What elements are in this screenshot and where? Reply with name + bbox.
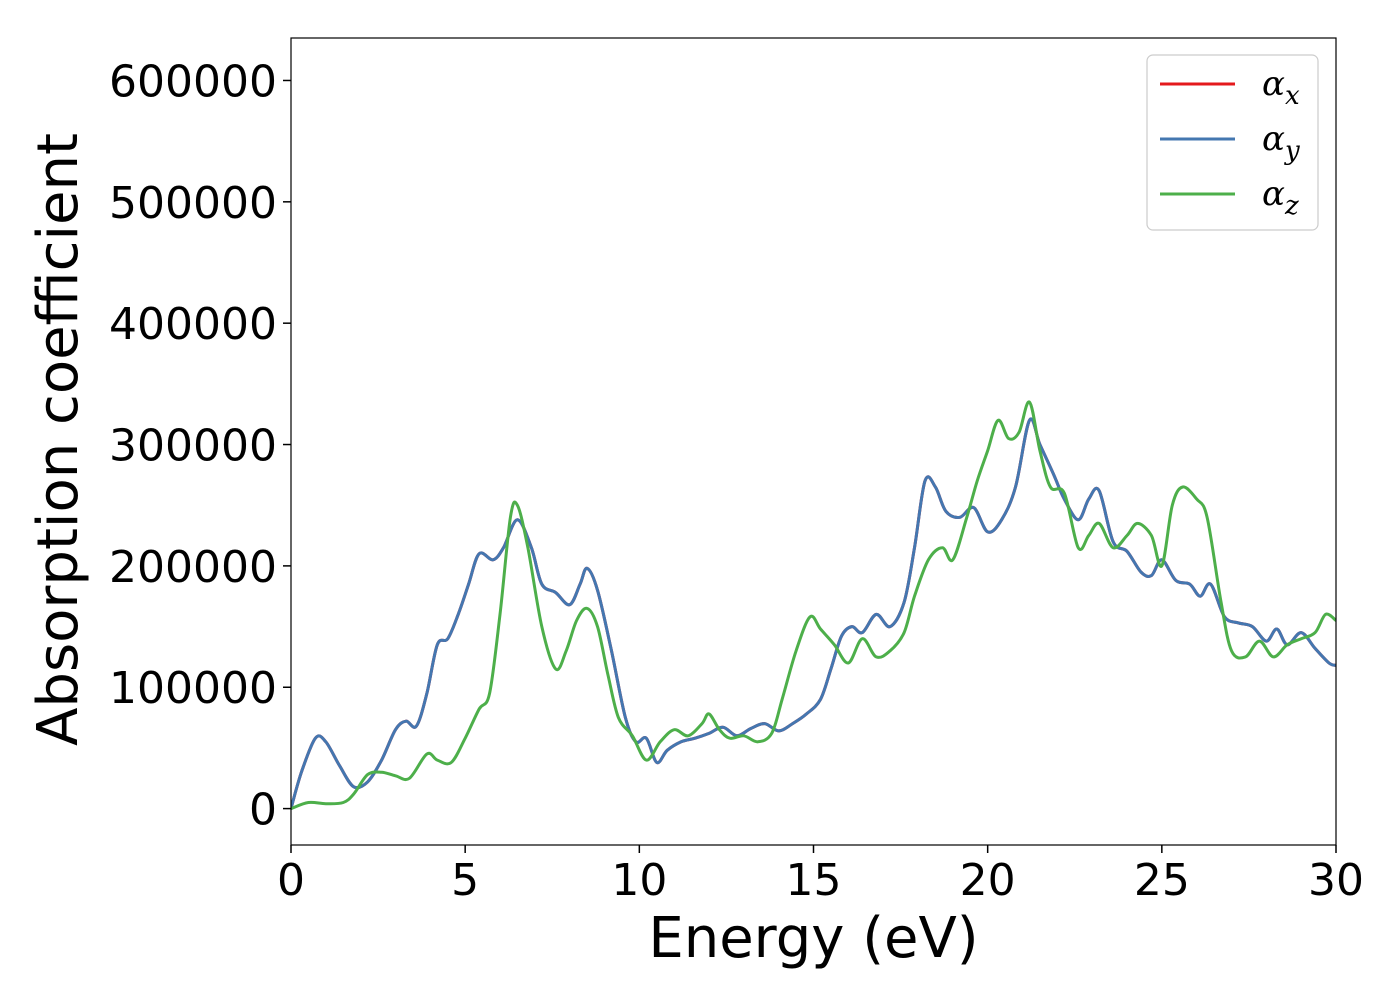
legend-label: αx [1262, 64, 1300, 111]
y-tick-label: 500000 [109, 178, 277, 229]
y-tick-label: 300000 [109, 421, 277, 472]
series-line-y [291, 417, 1336, 811]
legend-label: αy [1262, 119, 1300, 166]
y-tick-label: 200000 [109, 542, 277, 593]
series-line-x [291, 417, 1336, 811]
y-tick-label: 100000 [109, 663, 277, 714]
x-tick-label: 30 [1308, 855, 1364, 906]
legend-item-y: αy [1160, 119, 1300, 166]
series-layer [291, 400, 1336, 811]
y-tick-label: 0 [249, 785, 277, 836]
x-tick-label: 25 [1134, 855, 1190, 906]
y-tick-label: 600000 [109, 56, 277, 107]
legend-label: αz [1262, 174, 1299, 221]
x-tick-label: 0 [277, 855, 305, 906]
legend-item-x: αx [1160, 64, 1300, 111]
y-tick-label: 400000 [109, 299, 277, 350]
legend-item-z: αz [1160, 174, 1299, 221]
legend: αx αy αz [1146, 54, 1319, 231]
series-line-z [291, 400, 1336, 811]
x-tick-label: 10 [611, 855, 667, 906]
x-tick-label: 15 [786, 855, 842, 906]
x-tick-label: 5 [451, 855, 479, 906]
y-axis-label: Absorption coefficient [26, 133, 91, 746]
x-axis: 0 5 10 15 20 25 30 [277, 845, 1364, 906]
y-axis: 0 100000 200000 300000 400000 500000 600000 [109, 56, 291, 836]
x-axis-label: Energy (eV) [648, 906, 978, 971]
legend-box [1146, 54, 1319, 231]
x-tick-label: 20 [960, 855, 1016, 906]
